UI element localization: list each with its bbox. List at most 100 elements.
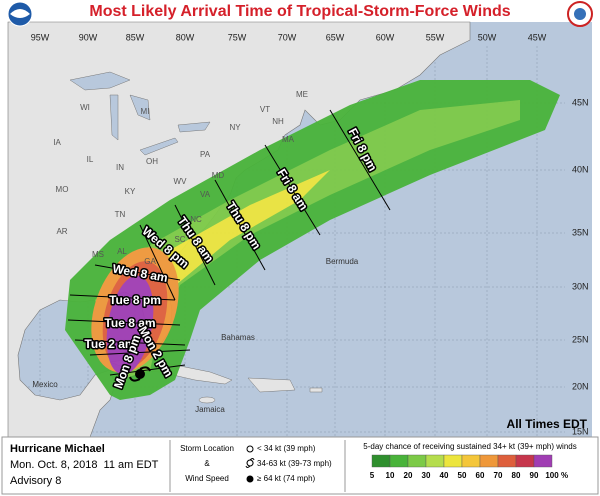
state-label: MI — [141, 107, 150, 116]
isochrone — [69, 294, 176, 301]
arrival-label: Tue 8 am — [104, 316, 155, 330]
advisory-date: Mon. Oct. 8, 2018 11 am EDT — [10, 459, 159, 471]
longitude-label: 70W — [278, 32, 297, 42]
lake — [177, 121, 211, 133]
latitude-label: 30N — [572, 281, 589, 291]
longitude-label: 50W — [478, 32, 497, 42]
state-label: IL — [87, 155, 94, 164]
isochrone — [329, 109, 391, 211]
state-label: PA — [200, 150, 211, 159]
scale-label: 90 — [530, 471, 539, 480]
logo-mark — [574, 8, 586, 20]
state-label: VA — [200, 190, 211, 199]
storm-symbol — [129, 366, 151, 382]
state-label: MO — [56, 185, 69, 194]
place-label: Mexico — [32, 380, 58, 389]
isochrone — [89, 349, 191, 356]
state-label: IA — [53, 138, 61, 147]
scale-box — [533, 454, 553, 468]
state-label: GA — [144, 257, 156, 266]
scale-box — [515, 454, 535, 468]
state-label: NH — [272, 117, 284, 126]
arrival-label: Tue 8 pm — [109, 293, 161, 307]
state-label: WI — [80, 103, 90, 112]
scale-box — [425, 454, 445, 468]
longitude-label: 90W — [79, 32, 98, 42]
scale-box — [461, 454, 481, 468]
key-symbol — [246, 475, 254, 483]
scale-label: 5 — [370, 471, 375, 480]
state-label: AR — [56, 227, 67, 236]
state-label: IN — [116, 163, 124, 172]
noaa-logo — [7, 1, 33, 27]
isochrones — [67, 109, 391, 376]
storm-arms — [129, 366, 151, 382]
longitude-label: 95W — [31, 32, 50, 42]
scale-label: 70 — [494, 471, 503, 480]
state-label: KY — [125, 187, 136, 196]
scale-box — [479, 454, 499, 468]
key-item: < 34 kt (39 mph) — [257, 444, 316, 453]
isochrone — [264, 144, 321, 236]
storm-name: Hurricane Michael — [10, 443, 105, 455]
state-label: ME — [296, 90, 308, 99]
key-title: Storm Location — [180, 444, 234, 453]
lake — [69, 71, 131, 91]
probability-scale: 5 10 20 30 40 50 60 70 80 90 100% — [370, 454, 568, 480]
place-label: Bahamas — [221, 333, 255, 342]
probability-swath — [65, 80, 560, 400]
puerto-rico — [309, 387, 323, 393]
longitude-label: 75W — [228, 32, 247, 42]
latitude-label: 25N — [572, 334, 589, 344]
key-symbol — [245, 458, 255, 468]
scale-label: 60 — [476, 471, 485, 480]
scale-label: 40 — [440, 471, 449, 480]
longitude-label: 45W — [528, 32, 547, 42]
isochrone — [214, 179, 266, 271]
isochrone — [174, 204, 216, 286]
longitude-label: 85W — [126, 32, 145, 42]
advisory-number: Advisory 8 — [10, 475, 61, 487]
scale-box — [443, 454, 463, 468]
longitude-label: 65W — [326, 32, 345, 42]
scale-unit: % — [561, 471, 568, 480]
key-item: ≥ 64 kt (74 mph) — [257, 474, 316, 483]
state-label: MS — [92, 250, 104, 259]
state-label: NY — [229, 123, 241, 132]
latitude-label: 15N — [572, 426, 589, 436]
scale-title: 5-day chance of receiving sustained 34+ … — [363, 442, 576, 451]
longitude-label: 55W — [426, 32, 445, 42]
time-zone-note: All Times EDT — [507, 417, 588, 431]
scale-label: 50 — [458, 471, 467, 480]
isochrone — [94, 264, 181, 281]
place-label: Jamaica — [195, 405, 225, 414]
logo-mark — [10, 9, 30, 18]
scale-label: 20 — [404, 471, 413, 480]
lake — [139, 137, 179, 156]
lake — [109, 94, 119, 141]
scale-label: 80 — [512, 471, 521, 480]
scale-box — [389, 454, 409, 468]
isochrone — [67, 319, 181, 326]
state-label: WV — [174, 177, 188, 186]
isochrone — [139, 224, 176, 301]
storm-center — [135, 369, 145, 379]
state-label: AL — [117, 247, 127, 256]
scale-label: 10 — [386, 471, 395, 480]
latitude-label: 20N — [572, 381, 589, 391]
scale-label: 30 — [422, 471, 431, 480]
isochrone — [109, 364, 186, 376]
hispaniola — [247, 377, 296, 393]
scale-box — [407, 454, 427, 468]
key-title: Wind Speed — [185, 474, 229, 483]
scale-box — [497, 454, 517, 468]
title: Most Likely Arrival Time of Tropical-Sto… — [89, 3, 510, 20]
scale-label: 100 — [545, 471, 559, 480]
scale-box — [371, 454, 391, 468]
state-label: OH — [146, 157, 158, 166]
swath-band — [65, 80, 560, 400]
key-item: 34-63 kt (39-73 mph) — [257, 459, 332, 468]
lake — [129, 94, 151, 121]
